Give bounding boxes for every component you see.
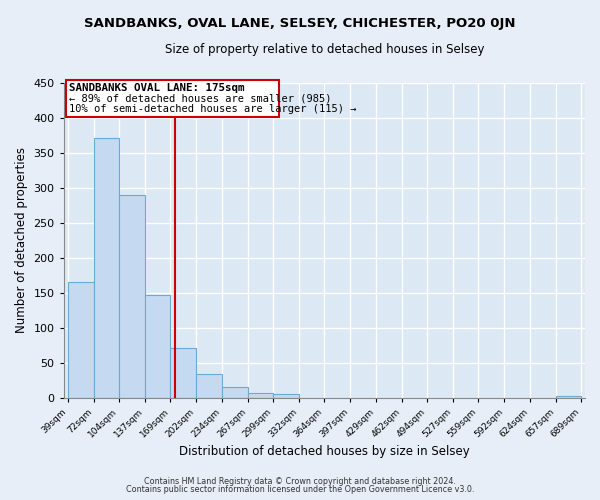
Text: Contains HM Land Registry data © Crown copyright and database right 2024.: Contains HM Land Registry data © Crown c… (144, 477, 456, 486)
Y-axis label: Number of detached properties: Number of detached properties (15, 148, 28, 334)
Title: Size of property relative to detached houses in Selsey: Size of property relative to detached ho… (164, 42, 484, 56)
FancyBboxPatch shape (66, 80, 280, 116)
Bar (170, 348, 196, 398)
Text: 10% of semi-detached houses are larger (115) →: 10% of semi-detached houses are larger (… (69, 104, 357, 114)
X-axis label: Distribution of detached houses by size in Selsey: Distribution of detached houses by size … (179, 444, 470, 458)
Bar (248, 393, 273, 398)
Text: Contains public sector information licensed under the Open Government Licence v3: Contains public sector information licen… (126, 485, 474, 494)
Text: SANDBANKS, OVAL LANE, SELSEY, CHICHESTER, PO20 0JN: SANDBANKS, OVAL LANE, SELSEY, CHICHESTER… (84, 18, 516, 30)
Bar (94, 138, 119, 398)
Bar (221, 388, 248, 398)
Bar (556, 396, 581, 398)
Bar (273, 394, 299, 398)
Text: ← 89% of detached houses are smaller (985): ← 89% of detached houses are smaller (98… (69, 94, 332, 104)
Bar (119, 195, 145, 398)
Bar (68, 282, 94, 398)
Bar (196, 374, 221, 398)
Bar (145, 295, 170, 398)
Text: SANDBANKS OVAL LANE: 175sqm: SANDBANKS OVAL LANE: 175sqm (69, 83, 245, 93)
